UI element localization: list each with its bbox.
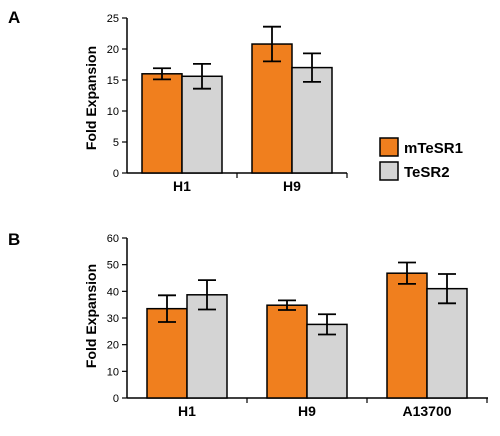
panel-a-letter: A [8,8,20,27]
panel-b-y-tick-label: 50 [107,260,119,272]
panel-b-bar-h9-tesr2 [306,323,348,399]
legend-swatch-mtesr1 [379,137,399,157]
panel-a-category-label: H1 [173,178,191,194]
panel-b-y-tick-label: 20 [107,340,119,352]
panel-b-bar-a13700-tesr2 [426,287,468,399]
panel-a-bar-h1-tesr2 [181,75,223,174]
panel-b: B Fold Expansion 0 10 20 30 40 50 60 H1 H9 A13700 [8,230,488,419]
panel-b-plot: 0 10 20 30 40 50 60 H1 H9 A13700 [107,233,488,419]
panel-a-y-tick-label: 10 [107,106,119,118]
panel-a-bar-h9-tesr2 [291,66,333,174]
panel-a-y-tick-label: 15 [107,75,119,87]
panel-b-category-label: H9 [298,403,316,419]
panel-b-category-label: A13700 [402,403,451,419]
panel-a-y-tick-label: 20 [107,44,119,56]
panel-b-y-tick-label: 40 [107,286,119,298]
panel-a: A Fold Expansion 0 5 10 15 20 25 H1 H9 [8,8,348,194]
panel-b-y-tick-label: 0 [113,393,119,405]
panel-b-bar-h1-tesr2 [186,294,228,399]
panel-a-y-tick-label: 0 [113,168,119,180]
panel-b-category-label: H1 [178,403,196,419]
legend-label-mtesr1: mTeSR1 [404,140,463,157]
panel-a-y-tick-label: 5 [113,137,119,149]
panel-a-category-label: H9 [283,178,301,194]
panel-a-bar-h1-mtesr1 [141,73,183,174]
legend-label-tesr2: TeSR2 [404,164,450,181]
panel-a-y-axis-label: Fold Expansion [83,46,99,150]
panel-b-y-tick-label: 30 [107,313,119,325]
panel-a-y-tick-label: 25 [107,13,119,25]
panel-a-bar-h9-mtesr1 [251,43,293,174]
panel-b-y-tick-label: 10 [107,366,119,378]
panel-a-plot: 0 5 10 15 20 25 H1 H9 [107,13,348,194]
panel-b-bar-a13700-mtesr1 [386,272,428,399]
panel-b-letter: B [8,230,20,249]
legend: mTeSR1 TeSR2 [379,137,463,181]
panel-b-y-axis-label: Fold Expansion [83,264,99,368]
panel-b-y-tick-label: 60 [107,233,119,245]
panel-b-bar-h9-mtesr1 [266,304,308,399]
legend-swatch-tesr2 [379,161,399,181]
